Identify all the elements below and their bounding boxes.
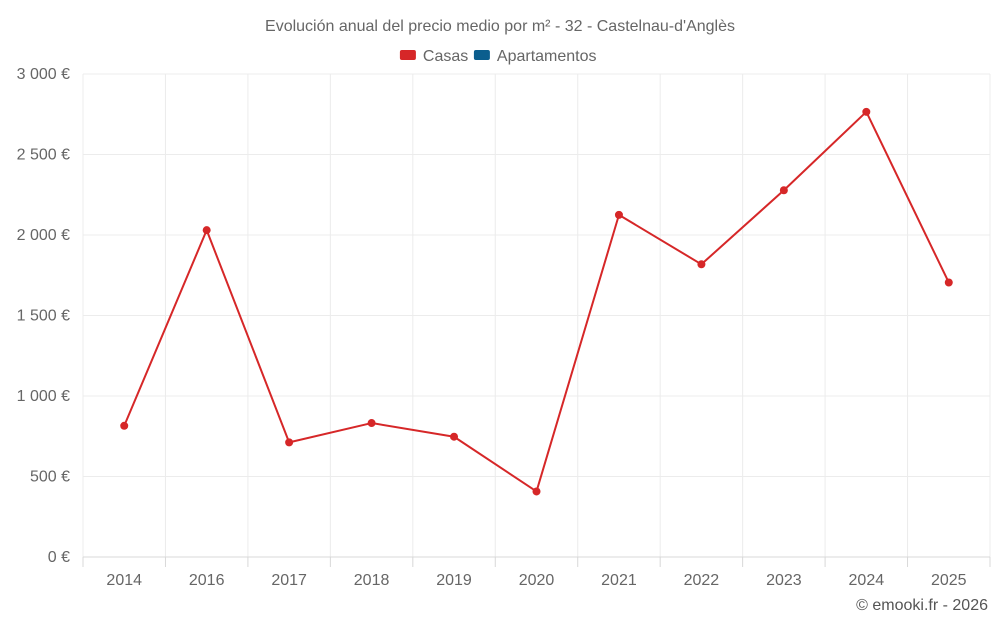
- data-point[interactable]: [944, 278, 953, 287]
- data-point[interactable]: [779, 186, 788, 195]
- legend-label: Casas: [423, 48, 468, 65]
- data-point[interactable]: [120, 421, 129, 430]
- y-tick-label: 2 000 €: [17, 227, 70, 244]
- legend: Casas Apartamentos: [399, 48, 597, 65]
- data-point[interactable]: [202, 226, 211, 235]
- data-point[interactable]: [697, 260, 706, 269]
- legend-item-apartamentos[interactable]: Apartamentos: [473, 48, 597, 65]
- y-axis: 0 € 500 € 1 000 € 1 500 € 2 000 € 2 500 € 3 00…: [17, 66, 70, 566]
- series-layer: [120, 107, 953, 496]
- y-tick-label: 0 €: [48, 549, 70, 566]
- y-tick-label: 2 500 €: [17, 147, 70, 164]
- legend-swatch: [399, 50, 416, 60]
- y-tick-label: 1 000 €: [17, 388, 70, 405]
- x-tick-label: 2021: [601, 572, 637, 589]
- credit-text: © emooki.fr - 2026: [856, 597, 988, 614]
- y-tick-label: 1 500 €: [17, 308, 70, 325]
- x-tick-label: 2014: [106, 572, 142, 589]
- x-tick-label: 2017: [271, 572, 307, 589]
- legend-swatch: [473, 50, 490, 60]
- legend-item-casas[interactable]: Casas: [399, 48, 468, 65]
- legend-label: Apartamentos: [497, 48, 597, 65]
- x-tick-label: 2022: [684, 572, 720, 589]
- data-point[interactable]: [532, 487, 541, 496]
- x-tick-label: 2018: [354, 572, 390, 589]
- data-point[interactable]: [285, 438, 294, 447]
- data-point[interactable]: [862, 107, 871, 116]
- x-axis: 2014 2016 2017 2018 2019 2020 2021 2022 2023 2024…: [82, 556, 991, 589]
- x-tick-label: 2016: [189, 572, 225, 589]
- x-tick-label: 2023: [766, 572, 802, 589]
- grid: [82, 73, 991, 557]
- y-tick-label: 500 €: [30, 469, 70, 486]
- x-tick-label: 2025: [931, 572, 967, 589]
- data-point[interactable]: [367, 419, 376, 428]
- x-tick-label: 2020: [519, 572, 555, 589]
- x-tick-label: 2024: [849, 572, 885, 589]
- chart-title: Evolución anual del precio medio por m² …: [265, 18, 735, 35]
- data-point[interactable]: [450, 432, 459, 441]
- y-tick-label: 3 000 €: [17, 66, 70, 83]
- x-tick-label: 2019: [436, 572, 472, 589]
- data-point[interactable]: [614, 210, 623, 219]
